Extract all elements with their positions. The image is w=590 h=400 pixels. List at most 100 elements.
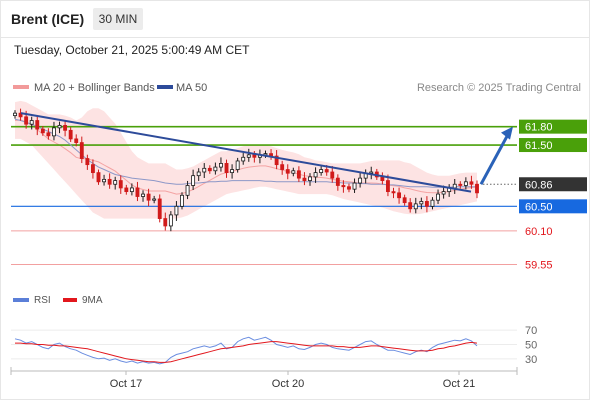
x-tick-label: Oct 20 bbox=[272, 378, 304, 390]
candle-body bbox=[402, 197, 407, 204]
candle-body bbox=[463, 181, 468, 186]
candle-body bbox=[13, 112, 17, 117]
candle-body bbox=[319, 169, 324, 174]
candle-body bbox=[85, 158, 90, 166]
ma50-legend-swatch bbox=[157, 85, 173, 89]
timeframe-button[interactable]: 30 MIN bbox=[93, 8, 143, 30]
candle-body bbox=[191, 175, 196, 186]
candle-body bbox=[146, 193, 151, 201]
bollinger-bands bbox=[14, 100, 478, 219]
candle-body bbox=[469, 181, 474, 185]
copyright-text: Research © 2025 Trading Central bbox=[417, 82, 581, 94]
rsi-panel: 70 50 30 bbox=[11, 325, 537, 366]
candle-body bbox=[441, 191, 446, 195]
candle-body bbox=[324, 169, 329, 173]
level-label-bg-60.86 bbox=[519, 177, 587, 192]
candle-body bbox=[274, 155, 279, 166]
level-label-bg-61.50 bbox=[519, 138, 587, 153]
candle-body bbox=[96, 172, 101, 183]
ma50-polyline bbox=[14, 118, 477, 188]
candle-body bbox=[129, 187, 134, 193]
candle-body bbox=[24, 116, 29, 125]
candle-body bbox=[135, 187, 140, 197]
candle-body bbox=[29, 120, 34, 125]
candle-body bbox=[335, 177, 340, 186]
rsi-tick-30: 30 bbox=[525, 354, 537, 366]
ma50-line bbox=[14, 118, 477, 188]
rsi-ma9-line bbox=[15, 341, 478, 363]
chart-datetime: Tuesday, October 21, 2025 5:00:49 AM CET bbox=[14, 43, 250, 57]
overlays bbox=[20, 112, 513, 193]
rsi-tick-70: 70 bbox=[525, 325, 537, 337]
candle-body bbox=[152, 198, 157, 201]
candle-body bbox=[124, 187, 129, 193]
candle-body bbox=[202, 167, 207, 173]
candle-body bbox=[79, 142, 84, 159]
rsi-legend-label: RSI bbox=[34, 295, 51, 306]
candle-body bbox=[40, 128, 45, 134]
level-label-59.55: 59.55 bbox=[525, 260, 553, 272]
candle-body bbox=[74, 138, 79, 143]
x-tick-label: Oct 21 bbox=[443, 378, 475, 390]
candle-body bbox=[380, 176, 385, 181]
level-label-bg-61.80 bbox=[519, 119, 587, 134]
candle-body bbox=[63, 125, 68, 131]
candle-body bbox=[207, 167, 212, 172]
candle-body bbox=[102, 178, 106, 183]
bollinger-legend-label: MA 20 + Bollinger Bands bbox=[34, 82, 155, 94]
candle-body bbox=[241, 156, 246, 162]
candle-body bbox=[458, 183, 463, 186]
candle-body bbox=[436, 193, 440, 201]
candle-body bbox=[424, 201, 429, 207]
candle-body bbox=[391, 191, 396, 194]
candle-body bbox=[296, 170, 301, 179]
candle-body bbox=[330, 171, 335, 179]
candle-body bbox=[408, 202, 413, 210]
candle-body bbox=[180, 194, 184, 207]
candle-body bbox=[230, 169, 235, 174]
rsi-tick-50: 50 bbox=[525, 340, 537, 352]
candle-body bbox=[386, 180, 390, 193]
candle-body bbox=[90, 164, 95, 174]
candle-body bbox=[413, 203, 418, 210]
instrument-title: Brent (ICE) bbox=[11, 11, 85, 27]
candle-body bbox=[141, 193, 145, 197]
candle-body bbox=[185, 185, 190, 196]
candle-body bbox=[113, 180, 118, 185]
candle-body bbox=[302, 177, 307, 181]
bollinger-legend-swatch bbox=[13, 85, 29, 89]
candle-body bbox=[57, 125, 62, 129]
candle-body bbox=[308, 176, 312, 181]
candle-body bbox=[196, 171, 201, 177]
candle-body bbox=[213, 166, 218, 172]
candle-body bbox=[163, 218, 168, 227]
candle-body bbox=[68, 129, 73, 140]
ma50-legend-label: MA 50 bbox=[176, 82, 207, 94]
candle-body bbox=[52, 127, 56, 137]
candle-body bbox=[219, 163, 223, 168]
bollinger-mid-line bbox=[14, 119, 478, 195]
forecast-arrow-shaft bbox=[479, 131, 511, 185]
candle-body bbox=[118, 180, 123, 189]
candle-body bbox=[397, 192, 402, 199]
downtrend-line bbox=[20, 112, 472, 193]
ma9-legend-label: 9MA bbox=[82, 295, 103, 306]
candle-body bbox=[174, 205, 179, 216]
candle-body bbox=[313, 172, 318, 178]
level-label-61.50: 61.50 bbox=[525, 140, 553, 152]
level-label-60.10: 60.10 bbox=[525, 226, 553, 238]
candle-body bbox=[46, 132, 51, 137]
candle-body bbox=[252, 154, 257, 158]
candle-body bbox=[224, 163, 229, 174]
candle-body bbox=[235, 160, 240, 170]
candle-body bbox=[157, 198, 162, 219]
candle-body bbox=[18, 112, 23, 118]
candle-body bbox=[168, 214, 173, 227]
price-labels: 61.80 61.50 60.86 60.50 60.10 59.55 bbox=[519, 119, 587, 272]
candle-body bbox=[246, 154, 251, 158]
candle-body bbox=[341, 185, 346, 188]
candle-body bbox=[280, 164, 285, 170]
candle-body bbox=[107, 178, 112, 185]
